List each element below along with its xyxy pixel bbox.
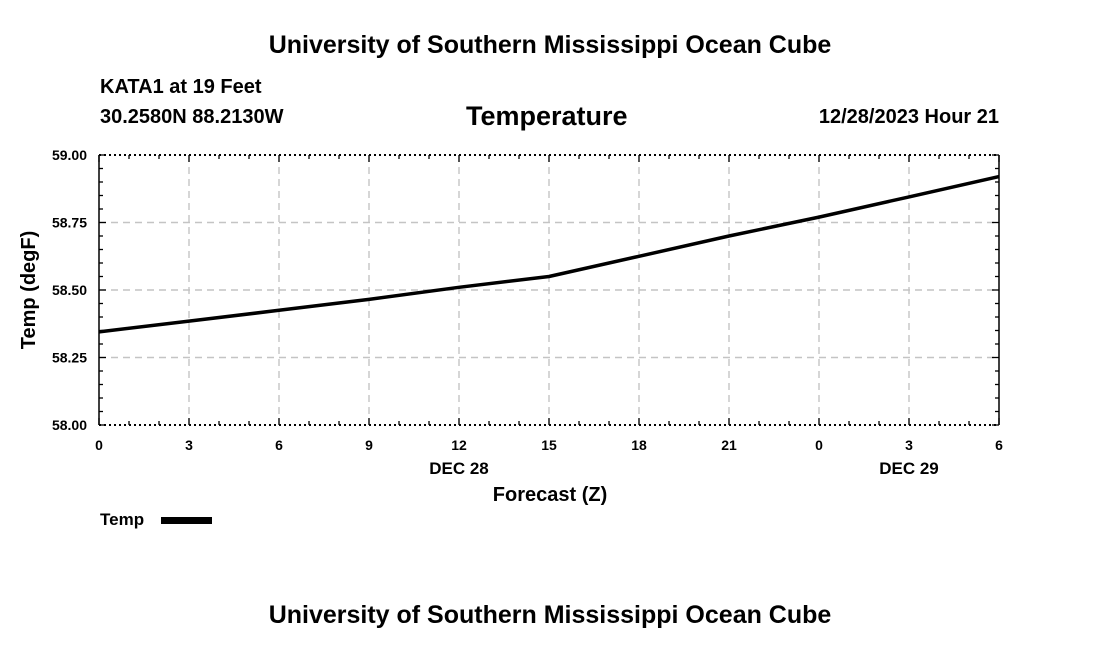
date-label: DEC 29 — [879, 459, 939, 478]
x-tick-label: 0 — [815, 437, 823, 453]
x-axis-label: Forecast (Z) — [493, 484, 607, 506]
footer-title: University of Southern Mississippi Ocean… — [268, 601, 832, 629]
x-tick-label: 3 — [905, 437, 913, 453]
y-axis-label: Temp (degF) — [18, 231, 40, 350]
x-tick-label: 21 — [721, 437, 737, 453]
y-tick-label: 58.25 — [52, 350, 87, 366]
x-tick-label: 0 — [95, 437, 103, 453]
y-tick-label: 58.50 — [52, 282, 87, 298]
series-lines — [98, 174, 1000, 334]
x-tick-label: 6 — [275, 437, 283, 453]
x-tick-label: 12 — [451, 437, 467, 453]
y-tick-label: 59.00 — [52, 147, 87, 163]
axis-ticks — [98, 154, 1000, 426]
legend-label: Temp — [100, 510, 144, 529]
x-tick-label: 3 — [185, 437, 193, 453]
y-tick-label: 58.75 — [52, 215, 87, 231]
tick-labels: 0 3 6 9 12 15 18 21 0 3 6 58.00 58.25 58.50 58.75 59.00… — [52, 147, 1003, 478]
header-title: University of Southern Mississippi Ocean… — [268, 31, 832, 59]
legend-swatch — [161, 517, 212, 524]
y-tick-label: 58.00 — [52, 417, 87, 433]
forecast-datetime: 12/28/2023 Hour 21 — [818, 106, 999, 128]
x-tick-label: 18 — [631, 437, 647, 453]
x-tick-label: 9 — [365, 437, 373, 453]
temp-series-line — [98, 174, 1000, 334]
x-tick-label: 15 — [541, 437, 557, 453]
station-coordinates: 30.2580N 88.2130W — [100, 106, 284, 128]
chart-title: Temperature — [466, 101, 628, 131]
grid-lines — [99, 155, 999, 425]
station-label: KATA1 at 19 Feet — [100, 76, 262, 98]
date-label: DEC 28 — [429, 459, 489, 478]
legend: Temp — [100, 510, 212, 529]
x-tick-label: 6 — [995, 437, 1003, 453]
